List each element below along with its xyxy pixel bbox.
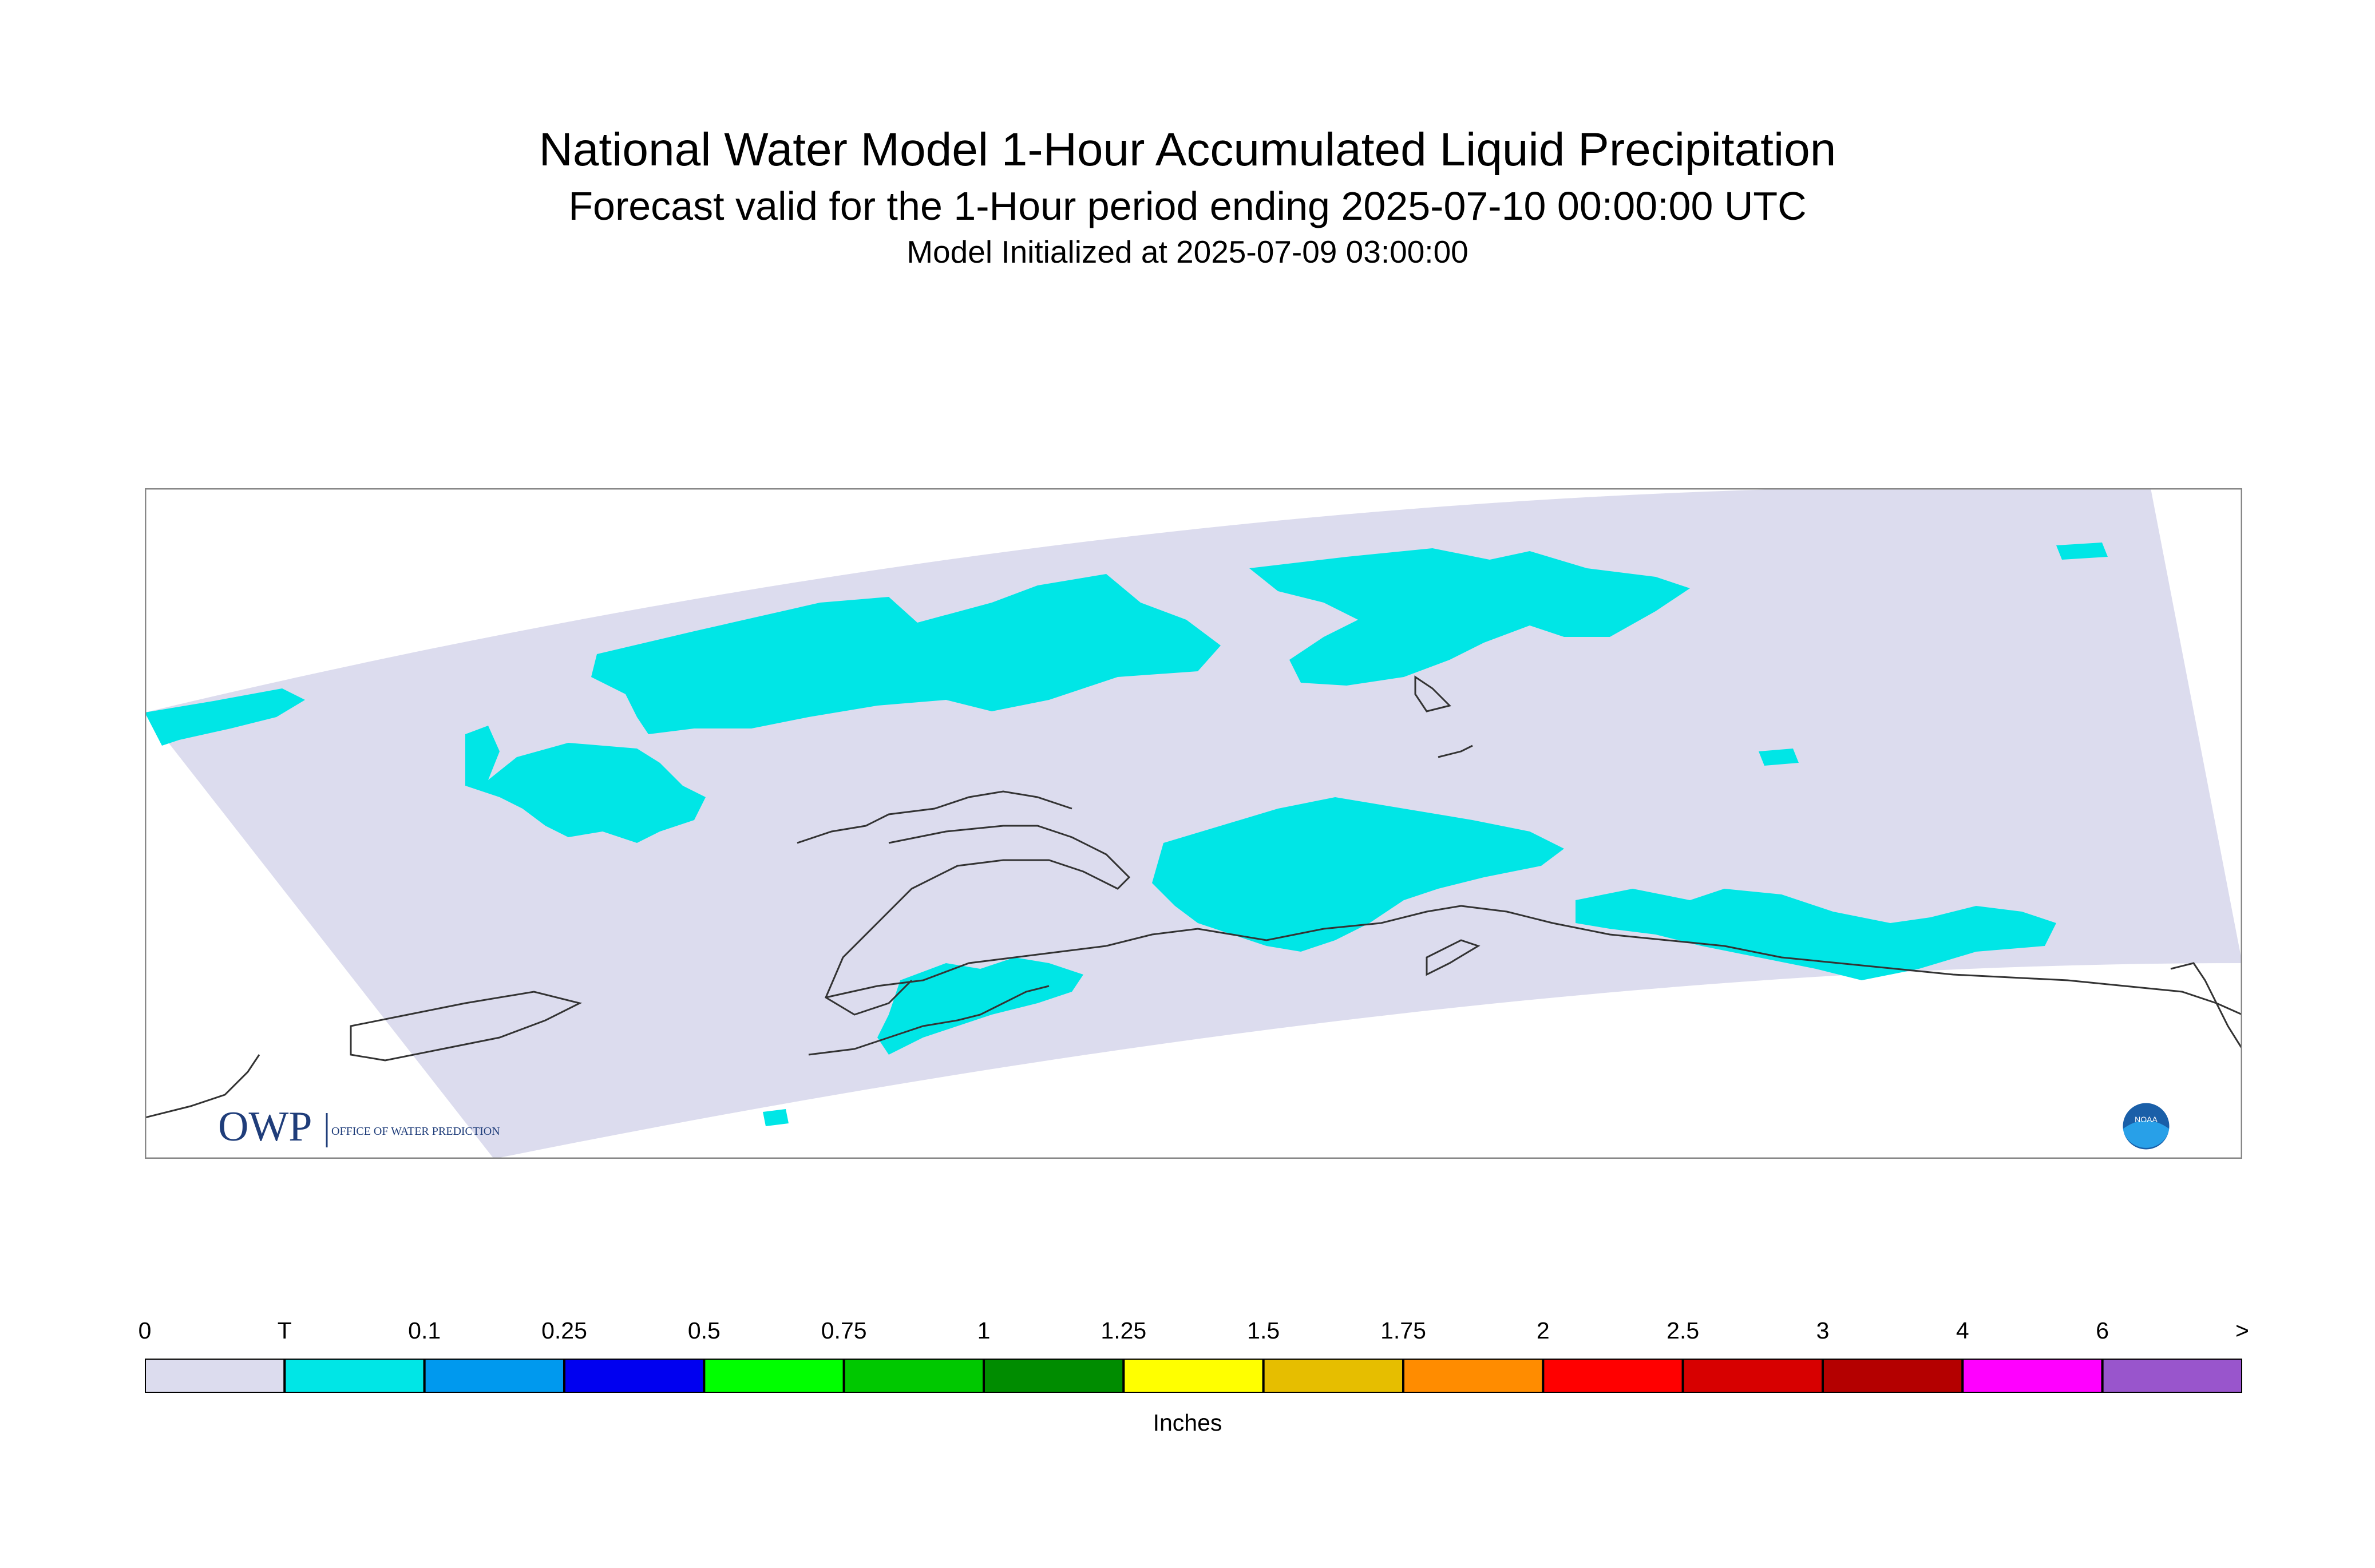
precip-region-small-3 <box>763 1109 789 1126</box>
legend-bin-9 <box>1402 1359 1545 1393</box>
precip-region-west-cluster <box>465 726 706 843</box>
map-subtitle: Forecast valid for the 1-Hour period end… <box>568 184 1807 228</box>
map-title: National Water Model 1-Hour Accumulated … <box>539 124 1836 176</box>
precip-region-small-1 <box>2056 543 2108 560</box>
legend-tick-label: > <box>2235 1317 2249 1344</box>
legend-unit-label: Inches <box>1153 1409 1222 1436</box>
precip-region-small-2 <box>1759 749 1799 766</box>
legend-bin-10 <box>1542 1359 1684 1393</box>
map-frame <box>145 488 2242 1159</box>
precip-trace-regions <box>145 543 2108 1126</box>
legend-bin-6 <box>983 1359 1125 1393</box>
owp-logo-text: OFFICE OF WATER PREDICTION <box>331 1125 500 1138</box>
legend-bin-12 <box>1822 1359 1964 1393</box>
legend-bin-14 <box>2101 1359 2242 1393</box>
legend-bin-5 <box>842 1359 985 1393</box>
legend-tick-label: 1 <box>977 1317 991 1344</box>
legend-bin-4 <box>703 1359 845 1393</box>
model-domain-area <box>145 488 2242 1159</box>
legend-bin-0 <box>145 1359 286 1393</box>
coastline-gulf-south <box>1106 905 2242 1016</box>
legend-color-bar <box>145 1359 2242 1393</box>
legend-tick-label: 1.25 <box>1101 1317 1147 1344</box>
legend-tick-label: T <box>277 1317 292 1344</box>
coastline-island-c <box>1438 745 1473 758</box>
coastline-east <box>2170 962 2242 1050</box>
precipitation-map: OWP OFFICE OF WATER PREDICTION NOAA <box>145 488 2242 1159</box>
coastline-west <box>350 991 583 1062</box>
coastline-southwest <box>145 1054 260 1119</box>
precip-region-alaska-range <box>1152 797 1564 952</box>
legend-tick-label: 3 <box>1816 1317 1830 1344</box>
precip-region-kenai <box>877 957 1083 1055</box>
legend-tick-label: 2.5 <box>1667 1317 1700 1344</box>
precip-region-northwest-edge <box>145 688 305 746</box>
legend-tick-label: 0 <box>138 1317 152 1344</box>
legend-bin-1 <box>283 1359 426 1393</box>
coastline-island-b <box>1414 675 1451 712</box>
legend-tick-label: 2 <box>1536 1317 1550 1344</box>
owp-logo-letters: OWP <box>218 1103 312 1150</box>
coastline-alaska-peninsula <box>825 945 1107 999</box>
legend-bin-3 <box>563 1359 706 1393</box>
precip-region-north-east <box>1249 548 1690 686</box>
legend-bin-7 <box>1122 1359 1265 1393</box>
model-init-line: Model Initialized at 2025-07-09 03:00:00 <box>907 234 1468 270</box>
legend-bin-13 <box>1961 1359 2104 1393</box>
legend-tick-label: 4 <box>1956 1317 1969 1344</box>
owp-logo: OWP OFFICE OF WATER PREDICTION <box>218 1103 500 1150</box>
noaa-logo: NOAA <box>2121 1101 2171 1151</box>
legend-tick-label: 0.75 <box>821 1317 867 1344</box>
precip-region-north-central <box>591 574 1221 734</box>
legend-tick-label: 1.75 <box>1380 1317 1426 1344</box>
precip-region-southeast-coast <box>1576 889 2056 980</box>
coastline-northern <box>797 790 1072 844</box>
coastline-island-chain <box>808 985 1050 1056</box>
coastline-island-a <box>1426 939 1481 976</box>
legend-bin-2 <box>423 1359 565 1393</box>
legend-tick-label: 0.5 <box>687 1317 721 1344</box>
legend-bin-8 <box>1262 1359 1404 1393</box>
legend-bin-11 <box>1681 1359 1824 1393</box>
legend-tick-label: 0.25 <box>541 1317 587 1344</box>
legend-tick-label: 6 <box>2096 1317 2109 1344</box>
legend-tick-label: 0.1 <box>408 1317 441 1344</box>
legend-tick-label: 1.5 <box>1247 1317 1280 1344</box>
coastlines <box>145 675 2242 1119</box>
noaa-logo-text: NOAA <box>2135 1115 2158 1124</box>
